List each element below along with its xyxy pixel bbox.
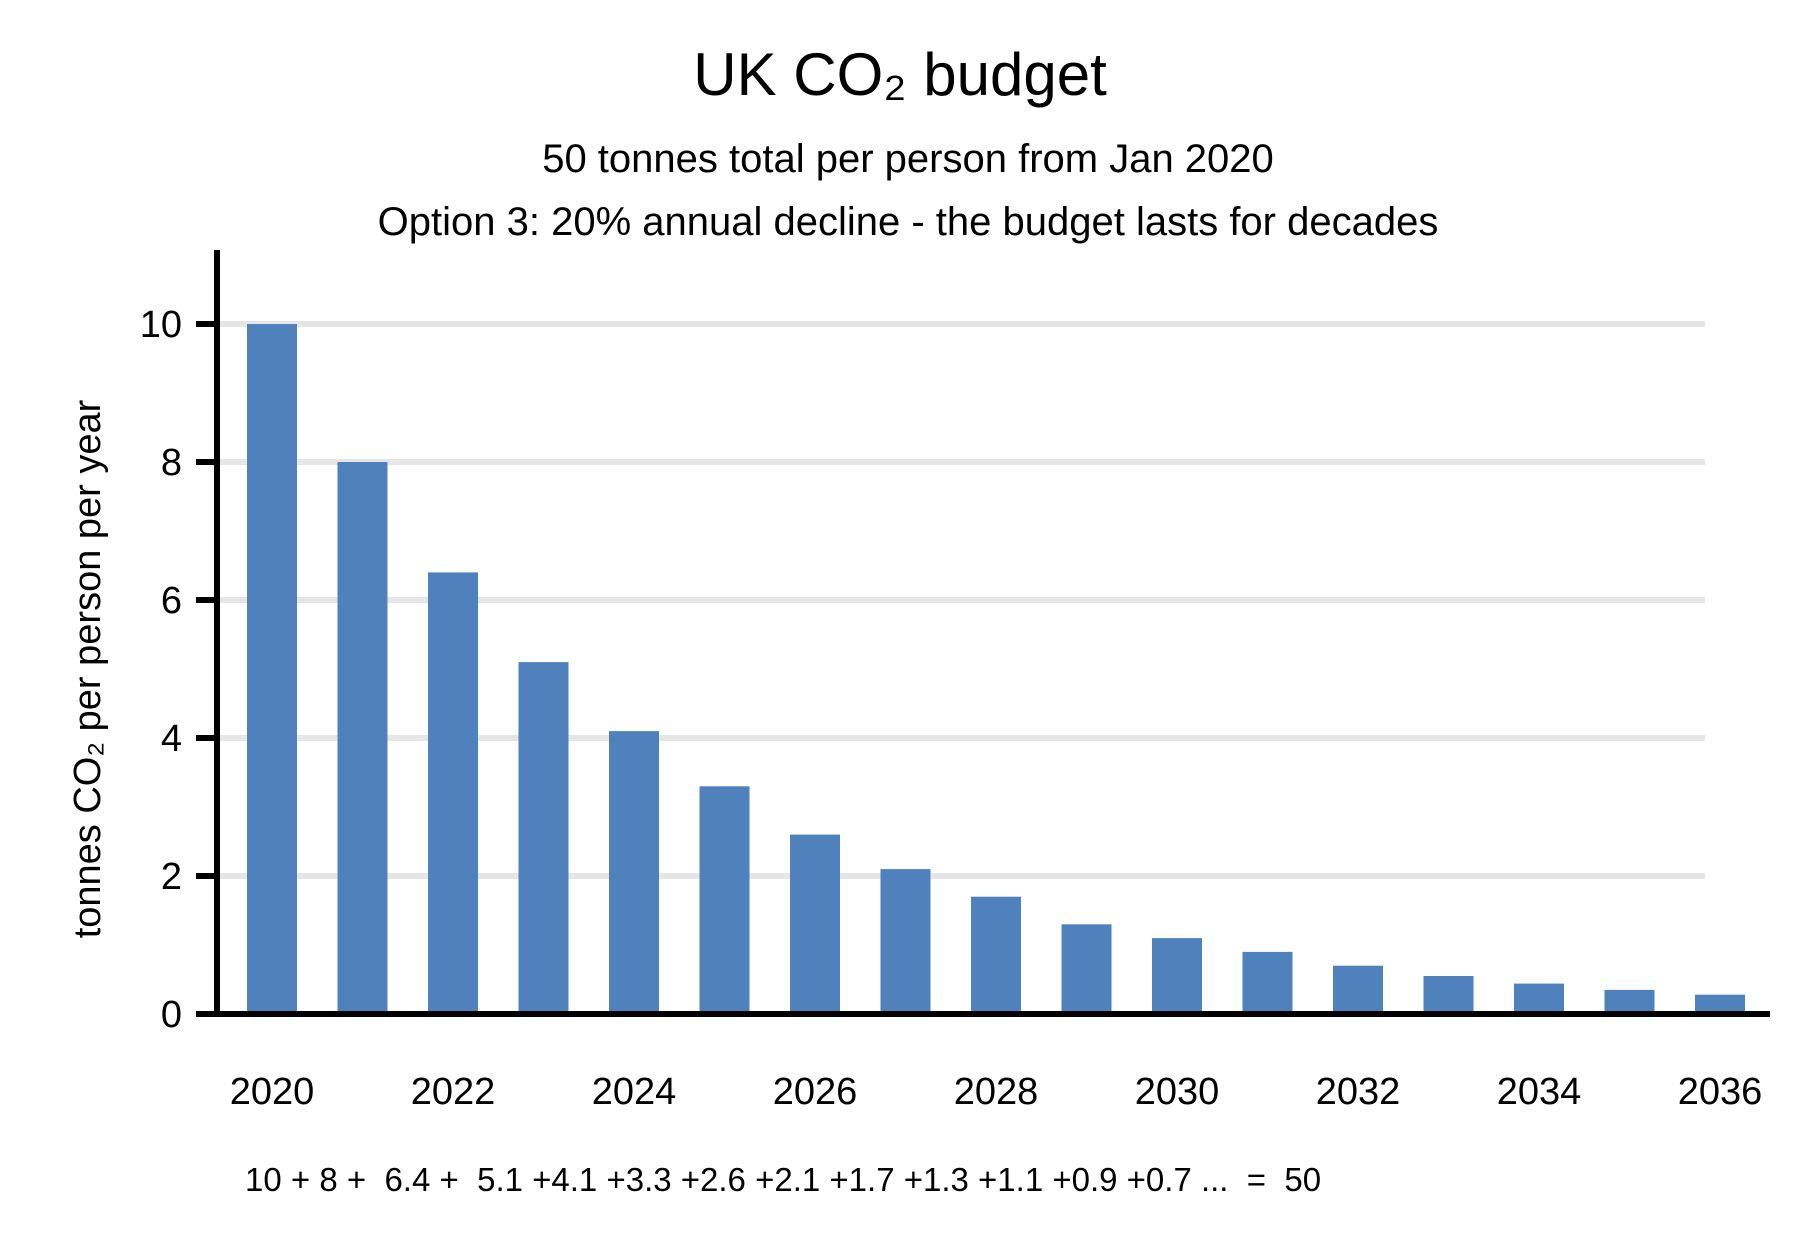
bar-2022 [428, 572, 478, 1014]
x-tick-label: 2020 [230, 1071, 315, 1113]
y-tick-label: 6 [161, 580, 182, 622]
bar-2036 [1695, 994, 1745, 1014]
x-tick-labels: 2020 2022 2024 2026 2028 2030 2032 2034 2036 [230, 1071, 1763, 1113]
x-tick-label: 2028 [954, 1071, 1039, 1113]
y-tick-label: 4 [161, 718, 182, 760]
x-tick-label: 2024 [592, 1071, 677, 1113]
bar-2031 [1242, 951, 1293, 1014]
x-tick-label: 2026 [773, 1071, 858, 1113]
bar-2020 [247, 324, 297, 1014]
chart-title: UK CO₂ budget [693, 41, 1107, 108]
y-tick-labels: 0 2 4 6 8 10 [140, 304, 217, 1036]
bar-2025 [699, 786, 750, 1014]
x-tick-label: 2032 [1316, 1071, 1401, 1113]
chart-subtitle: 50 tonnes total per person from Jan 2020 [542, 137, 1274, 181]
bar-2032 [1333, 965, 1383, 1014]
y-axis-label: tonnes CO₂ per person per year [67, 399, 109, 938]
bar-2035 [1604, 989, 1655, 1014]
y-tick-label: 8 [161, 442, 182, 484]
bar-2030 [1152, 938, 1202, 1014]
bars [247, 324, 1745, 1014]
y-tick-label: 2 [161, 856, 182, 898]
axes [196, 250, 1770, 1017]
x-tick-label: 2030 [1135, 1071, 1220, 1113]
bar-2034 [1514, 983, 1564, 1014]
bar-2027 [880, 869, 931, 1014]
x-tick-label: 2034 [1497, 1071, 1582, 1113]
sum-annotation: 10 + 8 + 6.4 + 5.1 +4.1 +3.3 +2.6 +2.1 +… [245, 1161, 1321, 1198]
y-tick-label: 0 [161, 994, 182, 1036]
bar-2029 [1061, 924, 1112, 1014]
bar-2033 [1423, 976, 1474, 1014]
y-tick-label: 10 [140, 304, 182, 346]
x-tick-label: 2022 [411, 1071, 496, 1113]
x-tick-label: 2036 [1678, 1071, 1763, 1113]
bar-2024 [609, 731, 659, 1014]
bar-2023 [518, 662, 569, 1014]
bar-2028 [971, 896, 1021, 1014]
bar-2026 [790, 834, 840, 1014]
bar-2021 [337, 462, 388, 1014]
chart-subtitle: Option 3: 20% annual decline - the budge… [378, 200, 1439, 244]
